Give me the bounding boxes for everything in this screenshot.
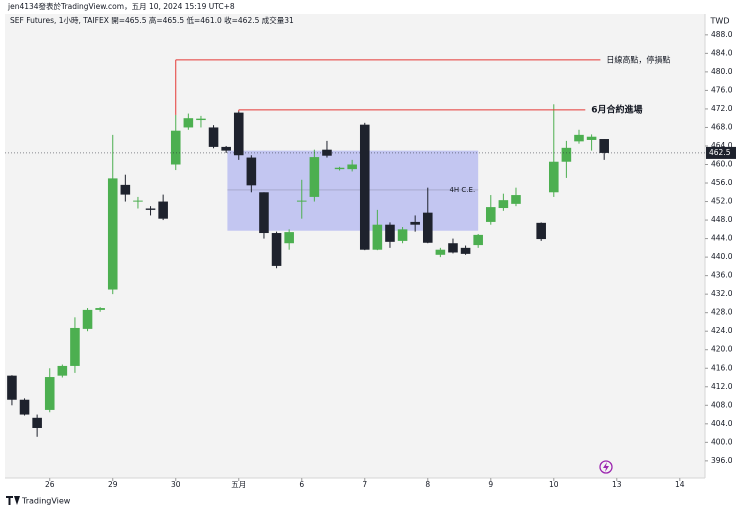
candle-body — [120, 184, 131, 195]
y-tick-label: 460.0 — [711, 159, 733, 168]
candle-body — [334, 167, 345, 170]
zone-label: 4H C.E. — [449, 186, 475, 194]
x-tick-label: 6 — [299, 480, 304, 489]
candle-body — [246, 157, 257, 186]
candle-body — [44, 377, 55, 410]
y-tick-label: 488.0 — [711, 30, 733, 39]
candle-body — [271, 233, 282, 266]
candle-body — [347, 164, 357, 170]
alert-bolt — [603, 462, 609, 472]
candle-body — [19, 399, 30, 415]
y-tick-label: 448.0 — [711, 215, 733, 224]
candle-body — [586, 136, 597, 140]
y-tick-label: 424.0 — [711, 326, 733, 335]
header: jen4134發表於TradingView.com，五月 10, 2024 15… — [7, 1, 235, 11]
legend: SEF Futures, 1小時, TAIFEX 開=465.5 高=465.5… — [10, 15, 294, 25]
y-tick-label: 428.0 — [711, 308, 733, 317]
candle-body — [233, 112, 244, 156]
candle-body — [548, 161, 559, 193]
x-tick-label: 30 — [171, 480, 181, 489]
candle-body — [599, 139, 609, 153]
x-tick-label: 9 — [488, 480, 493, 489]
y-tick-label: 472.0 — [711, 104, 733, 113]
annotation-text: 6月合約進場 — [591, 103, 642, 115]
candle-body — [32, 417, 42, 428]
annotation-text: 日線高點，停損點 — [606, 54, 670, 64]
candle-body — [57, 365, 68, 376]
candle-body — [107, 178, 118, 290]
candle-body — [95, 308, 105, 310]
candle-body — [485, 207, 496, 222]
candle-body — [473, 234, 483, 246]
y-tick-label: 404.0 — [711, 419, 733, 428]
y-tick-label: 468.0 — [711, 122, 733, 131]
price-tag-label: 462.5 — [709, 148, 731, 157]
candle-body — [385, 224, 395, 242]
candle-body — [208, 127, 219, 147]
candle-body — [498, 200, 509, 209]
candle-body — [183, 118, 194, 128]
candle-body — [170, 130, 181, 165]
y-tick-label: 396.0 — [711, 456, 733, 465]
x-tick-label: 29 — [108, 480, 118, 489]
candle-body — [410, 221, 420, 225]
y-tick-label: 416.0 — [711, 363, 733, 372]
candle-body — [460, 247, 471, 254]
currency: TWD — [710, 17, 730, 26]
candle-body — [561, 147, 572, 162]
x-tick-label: 8 — [425, 480, 430, 489]
candle-body — [511, 195, 521, 204]
candle-body — [82, 309, 93, 329]
y-tick-label: 484.0 — [711, 48, 733, 57]
y-tick-label: 440.0 — [711, 252, 733, 261]
alert-icon[interactable] — [599, 460, 613, 474]
candle-body — [70, 327, 80, 366]
y-tick-label: 480.0 — [711, 67, 733, 76]
candle-body — [536, 222, 546, 240]
logo-icon — [6, 496, 20, 505]
y-tick-label: 400.0 — [711, 437, 733, 446]
candle-body — [359, 124, 370, 250]
candle-body — [372, 224, 383, 250]
candle-body — [397, 229, 408, 241]
candle-body — [296, 200, 307, 202]
y-tick-label: 476.0 — [711, 85, 733, 94]
candle-body — [309, 157, 320, 197]
x-tick-label: 14 — [675, 480, 685, 489]
y-tick-label: 412.0 — [711, 382, 733, 391]
candle-body — [133, 200, 143, 202]
y-tick-label: 444.0 — [711, 234, 733, 243]
y-tick-label: 436.0 — [711, 271, 733, 280]
y-tick-label: 408.0 — [711, 400, 733, 409]
y-tick-label: 464.0 — [711, 141, 733, 150]
candle-body — [7, 375, 17, 400]
x-tick-label: 13 — [612, 480, 622, 489]
candle-body — [284, 232, 294, 244]
candle-body — [448, 243, 458, 253]
candle-body — [221, 146, 231, 151]
x-tick-label: 26 — [45, 480, 55, 489]
candle-body — [574, 134, 584, 142]
watermark: TradingView — [21, 497, 71, 506]
candle-body — [259, 192, 269, 234]
candle-body — [145, 208, 156, 210]
plot-area — [5, 14, 705, 478]
x-tick-label: 五月 — [231, 480, 246, 489]
y-tick-label: 420.0 — [711, 345, 733, 354]
candle-body — [196, 118, 206, 121]
y-tick-label: 452.0 — [711, 197, 733, 206]
x-tick-label: 10 — [549, 480, 559, 489]
y-tick-label: 456.0 — [711, 178, 733, 187]
y-tick-label: 432.0 — [711, 289, 733, 298]
candle-body — [158, 201, 168, 219]
x-tick-label: 7 — [362, 480, 367, 489]
candle-body — [435, 249, 446, 255]
zone-box — [227, 150, 479, 231]
price-tag — [706, 146, 736, 159]
candle-body — [422, 212, 433, 243]
